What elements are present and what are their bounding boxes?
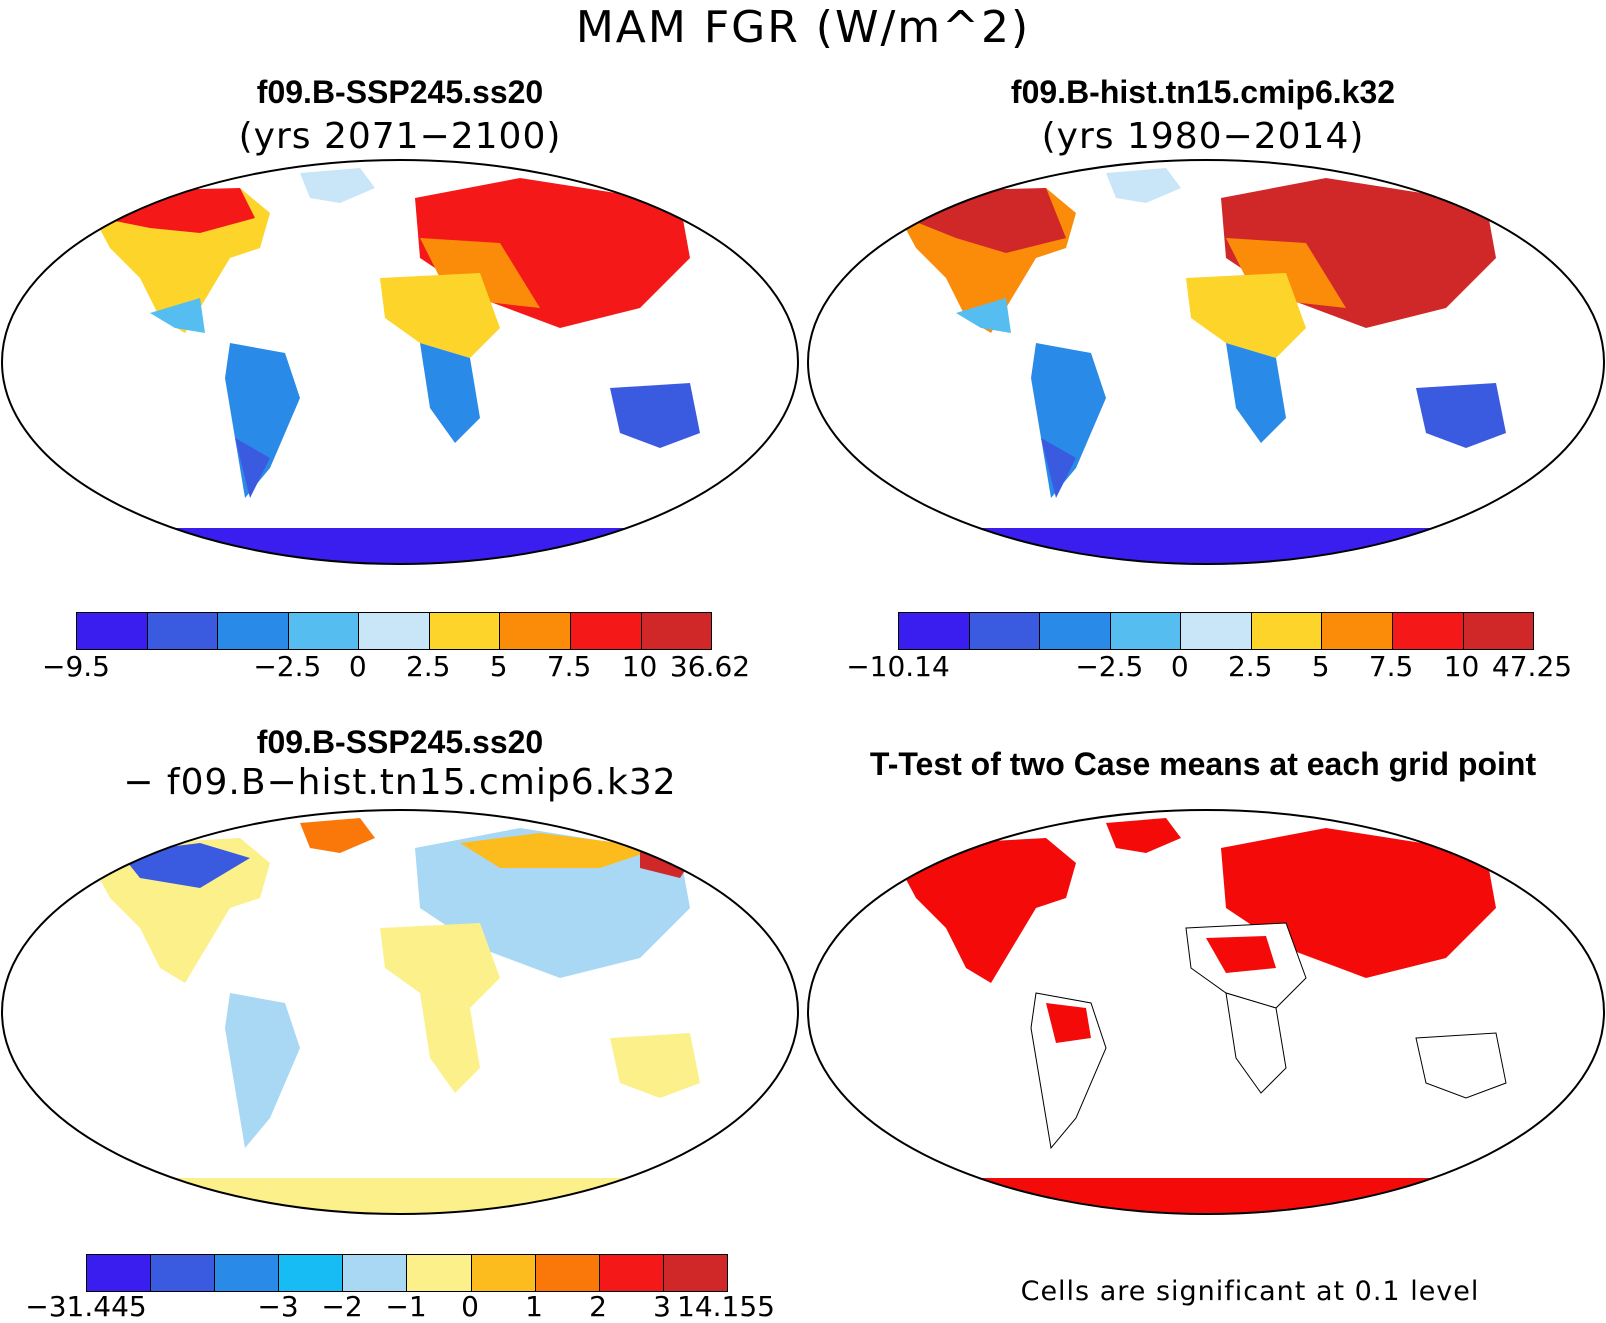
colorbar-bottom-left-tick-label: −31.445 [25, 1290, 147, 1323]
colorbar-top-left-tick-label: 2.5 [405, 650, 451, 683]
colorbar-top-right-tick-label: 0 [1170, 650, 1189, 683]
colorbar-top-right-swatch [969, 613, 1041, 649]
colorbar-top-right-swatch [1251, 613, 1323, 649]
colorbar-top-left-swatch [147, 613, 219, 649]
colorbar-bottom-left-tick-label: 2 [589, 1290, 607, 1323]
colorbar-top-left-tick-label: 10 [621, 650, 658, 683]
colorbar-top-right-tick-label: 2.5 [1227, 650, 1273, 683]
colorbar-top-right-swatch [1040, 613, 1111, 649]
map-top-left-land [2, 168, 798, 564]
main-title: MAM FGR (W/m^2) [575, 2, 1031, 53]
colorbar-bottom-left-swatch [279, 1255, 344, 1291]
colorbar-top-left-tick-label: 36.62 [669, 650, 751, 683]
colorbar-bottom-left-tick-label: 1 [525, 1290, 543, 1323]
colorbar-bottom-left [86, 1254, 728, 1292]
colorbar-top-left-tick-label: −2.5 [253, 650, 322, 683]
colorbar-top-left-swatch [218, 613, 289, 649]
colorbar-top-right-tick-label: 7.5 [1368, 650, 1414, 683]
colorbar-top-right-swatch [1181, 613, 1252, 649]
colorbar-top-left-tick-label: 5 [489, 650, 508, 683]
panel-bl-case-title: f09.B-SSP245.ss20 [256, 724, 544, 760]
colorbar-top-left [76, 612, 712, 650]
colorbar-bottom-left-swatch [151, 1255, 216, 1291]
colorbar-top-right-tick-label: 5 [1311, 650, 1330, 683]
colorbar-top-right-tick-label: −10.14 [846, 650, 950, 683]
map-top-left-border [1, 159, 799, 565]
colorbar-top-left-swatch [359, 613, 430, 649]
colorbar-bottom-left-tick-label: 3 [653, 1290, 671, 1323]
colorbar-bottom-left-tick-label: 0 [461, 1290, 479, 1323]
map-top-right [807, 159, 1605, 565]
colorbar-bottom-left-swatch [471, 1255, 536, 1291]
map-top-left [1, 159, 799, 565]
colorbar-top-right-swatch [1463, 613, 1534, 649]
map-bottom-left-border [1, 809, 799, 1215]
colorbar-bottom-left-tick-label: 14.155 [677, 1290, 775, 1323]
map-bottom-right-border [807, 809, 1605, 1215]
colorbar-top-right-swatch [899, 613, 970, 649]
map-top-right-border [807, 159, 1605, 565]
colorbar-top-right-tick-label: 47.25 [1491, 650, 1573, 683]
colorbar-top-right-swatch [1392, 613, 1464, 649]
colorbar-top-left-swatch [641, 613, 712, 649]
panel-tr-years: (yrs 1980−2014) [1041, 116, 1365, 157]
colorbar-top-left-swatch [570, 613, 642, 649]
colorbar-bottom-left-tick-label: −1 [385, 1290, 427, 1323]
colorbar-bottom-left-tick-label: −2 [321, 1290, 363, 1323]
colorbar-top-left-tick-label: 7.5 [546, 650, 592, 683]
colorbar-bottom-left-swatch [535, 1255, 600, 1291]
colorbar-bottom-left-swatch [343, 1255, 408, 1291]
colorbar-top-left-swatch [288, 613, 360, 649]
panel-br-title: T-Test of two Case means at each grid po… [869, 746, 1537, 782]
colorbar-top-right-swatch [1322, 613, 1393, 649]
map-bottom-right [807, 809, 1605, 1215]
colorbar-bottom-left-swatch [215, 1255, 280, 1291]
colorbar-top-right-tick-label: −2.5 [1075, 650, 1144, 683]
colorbar-top-right-swatch [1110, 613, 1182, 649]
colorbar-bottom-left-swatch [663, 1255, 727, 1291]
colorbar-top-left-tick-label: 0 [348, 650, 367, 683]
colorbar-top-left-swatch [500, 613, 571, 649]
panel-bl-minus-case: − f09.B−hist.tn15.cmip6.k32 [123, 762, 677, 803]
panel-tr-case-title: f09.B-hist.tn15.cmip6.k32 [1010, 74, 1396, 110]
colorbar-top-left-swatch [429, 613, 501, 649]
map-bottom-left [1, 809, 799, 1215]
significance-note: Cells are significant at 0.1 level [1020, 1276, 1480, 1307]
colorbar-top-left-swatch [77, 613, 148, 649]
colorbar-bottom-left-tick-label: −3 [257, 1290, 299, 1323]
panel-tl-years: (yrs 2071−2100) [238, 116, 562, 157]
panel-tl-case-title: f09.B-SSP245.ss20 [256, 74, 544, 110]
colorbar-bottom-left-swatch [407, 1255, 472, 1291]
colorbar-top-right [898, 612, 1534, 650]
colorbar-top-left-tick-label: −9.5 [42, 650, 110, 683]
colorbar-bottom-left-swatch [87, 1255, 152, 1291]
colorbar-top-right-tick-label: 10 [1443, 650, 1480, 683]
colorbar-bottom-left-swatch [599, 1255, 664, 1291]
